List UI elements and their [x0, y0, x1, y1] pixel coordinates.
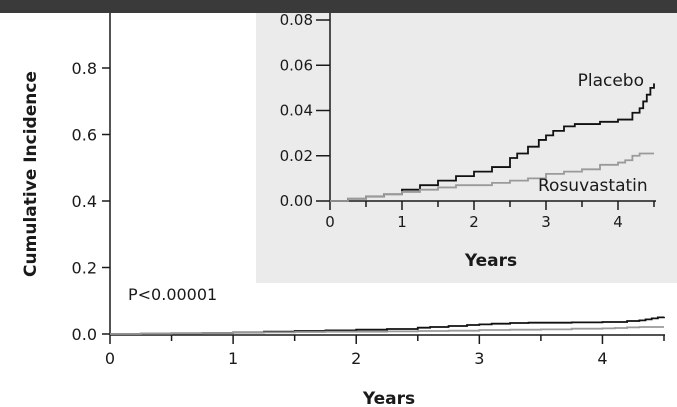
- x-tick-label: 4: [597, 349, 607, 368]
- y-tick-label: 0.0: [72, 325, 97, 344]
- inset-series-rosuvastatin: [330, 152, 654, 202]
- y-tick-label: 0.8: [72, 59, 97, 78]
- inset-y-tick-label: 0.02: [280, 147, 313, 165]
- inset-background: [256, 13, 677, 283]
- x-tick-label: 2: [351, 349, 361, 368]
- inset-y-tick-label: 0.06: [280, 56, 313, 74]
- inset-x-tick-label: 4: [613, 213, 623, 231]
- inset-y-tick-label: 0.08: [280, 11, 313, 29]
- inset-x-axis-title: Years: [464, 251, 517, 271]
- inset-series-placebo: [330, 83, 655, 202]
- x-axis-title: Years: [362, 389, 415, 407]
- inset-x-tick-label: 1: [397, 213, 407, 231]
- series-label-placebo: Placebo: [578, 71, 644, 91]
- y-axis-title: Cumulative Incidence: [21, 71, 41, 277]
- inset-y-tick-label: 0.00: [280, 192, 313, 210]
- inset-x-tick-label: 0: [325, 213, 335, 231]
- y-tick-label: 0.2: [72, 259, 97, 278]
- x-tick-label: 1: [228, 349, 238, 368]
- p-value-annotation: P<0.00001: [128, 285, 217, 304]
- y-tick-label: 0.6: [72, 126, 97, 145]
- main-series-rosuvastatin: [110, 326, 664, 335]
- x-tick-label: 0: [105, 349, 115, 368]
- inset-x-tick-label: 3: [541, 213, 551, 231]
- top-bar: [0, 0, 677, 13]
- series-label-rosuvastatin: Rosuvastatin: [538, 176, 648, 196]
- inset-x-tick-label: 2: [469, 213, 479, 231]
- y-tick-label: 0.4: [72, 192, 97, 211]
- x-tick-label: 3: [474, 349, 484, 368]
- inset-y-tick-label: 0.04: [280, 102, 313, 120]
